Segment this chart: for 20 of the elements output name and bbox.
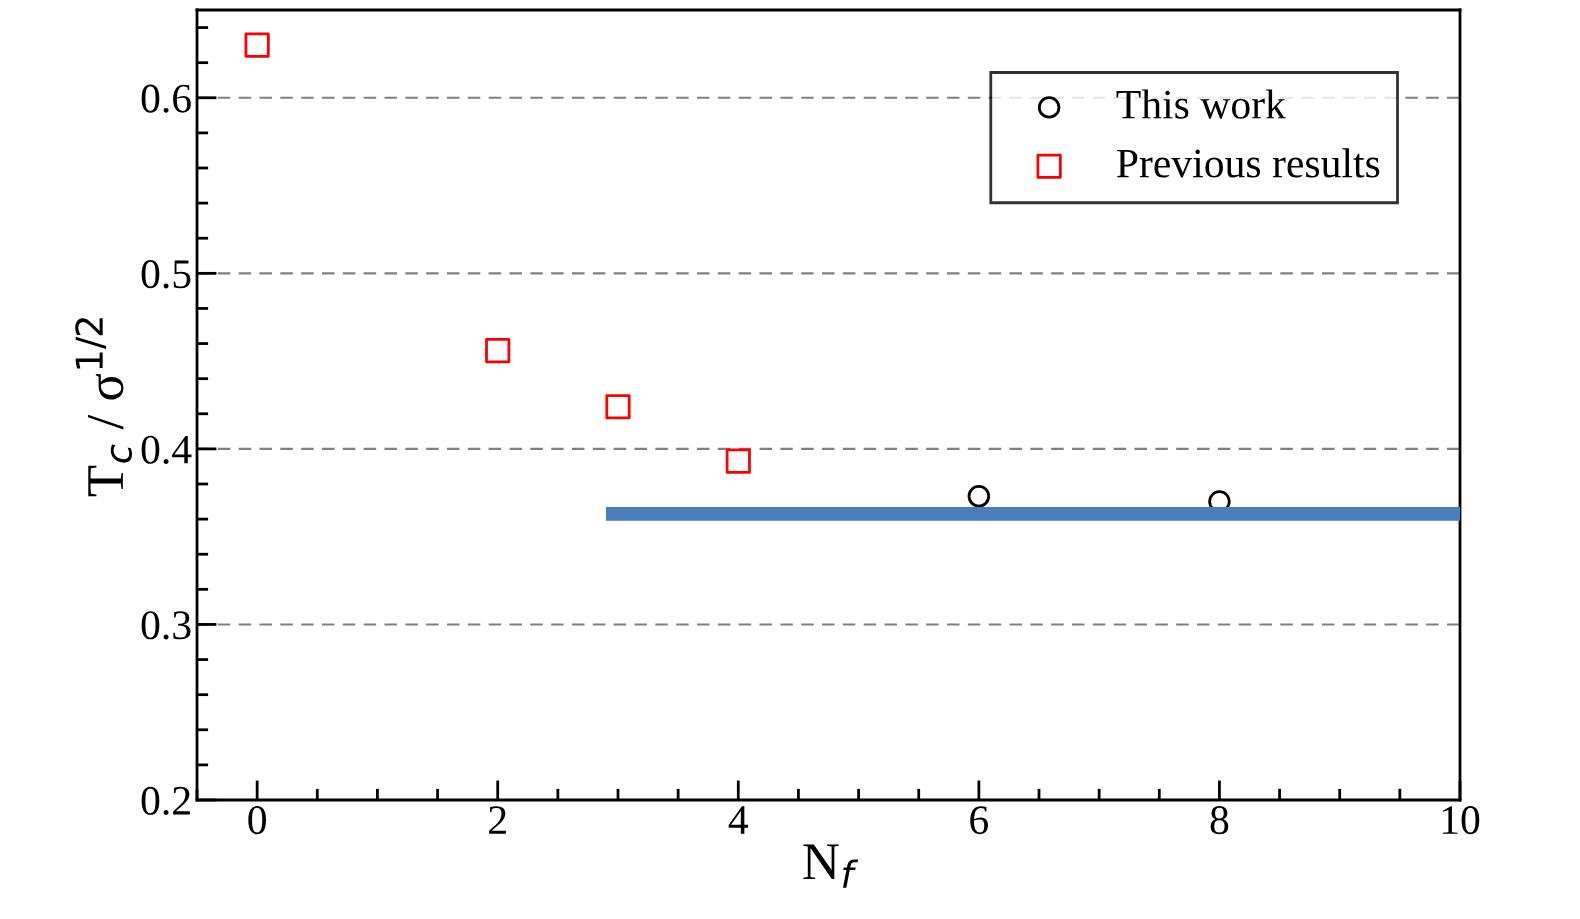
legend-label: Previous results [1116, 148, 1380, 178]
point [244, 32, 270, 58]
x-tick-label: 0 [248, 806, 266, 835]
point [725, 448, 751, 474]
y-tick-label: 0.4 [141, 435, 192, 464]
x-tick-label: 2 [489, 806, 506, 834]
y-tick-label: 0.2 [141, 786, 190, 816]
point [605, 394, 631, 420]
x-axis-title: N$_{f}$ [803, 844, 859, 888]
point [967, 485, 991, 508]
point [485, 337, 511, 364]
y-tick-label: 0.5 [141, 260, 191, 289]
y-tick-label: 0.3 [141, 611, 191, 640]
x-tick-label: 6 [970, 806, 989, 835]
x-tick-label: 4 [728, 806, 749, 834]
x-tick-label: 10 [1442, 806, 1480, 835]
x-tick-label: 8 [1210, 806, 1229, 835]
y-axis-title: T$_{c}$ / σ$^{1/2}$ [75, 318, 133, 497]
y-tick-label: 0.6 [141, 84, 191, 113]
legend-label: This work [1116, 89, 1286, 119]
